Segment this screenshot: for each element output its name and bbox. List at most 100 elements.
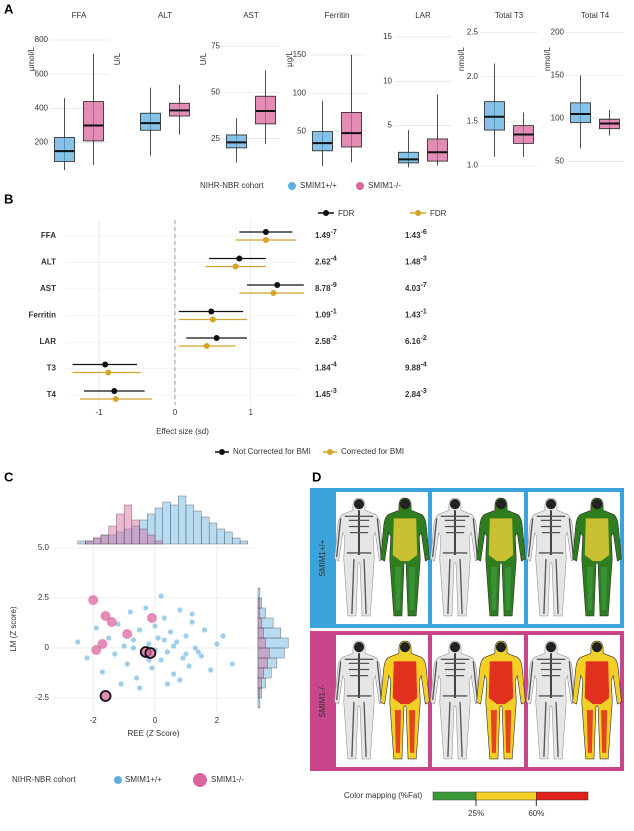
scatter-point bbox=[136, 685, 143, 691]
limb-tone bbox=[394, 567, 416, 610]
scatter-point bbox=[167, 629, 174, 635]
histogram-bar bbox=[224, 531, 233, 545]
head bbox=[495, 642, 507, 653]
plot-area bbox=[480, 28, 538, 170]
scatter-point bbox=[192, 645, 198, 651]
legend-title: NIHR-NBR cohort bbox=[200, 181, 264, 190]
y-axis-label: LM (Z score) bbox=[9, 606, 18, 652]
fdr-mantissa: 1.45 bbox=[315, 390, 331, 399]
y-axis-label: nmol/L bbox=[457, 46, 466, 71]
legend-label: SMIM1+/+ bbox=[300, 181, 337, 190]
y-tick-label: 5 bbox=[388, 121, 393, 130]
colorbar-tick-label: 60% bbox=[528, 809, 544, 818]
fat-core bbox=[584, 661, 610, 705]
body-outline bbox=[430, 497, 480, 617]
body-scan bbox=[430, 497, 480, 617]
fdr-mantissa: 2.58 bbox=[315, 337, 331, 346]
y-tick-label: 15 bbox=[383, 32, 392, 41]
scatter-point bbox=[186, 663, 192, 669]
fdr-value: 1.49-7 bbox=[315, 229, 337, 240]
scatter-point bbox=[93, 625, 99, 631]
histogram-bar bbox=[178, 495, 187, 545]
scatter-point bbox=[171, 671, 177, 677]
x-tick-label: 0 bbox=[153, 716, 158, 725]
effect-point bbox=[213, 335, 220, 341]
plot-title: Ferritin bbox=[325, 11, 350, 20]
scatter-point bbox=[99, 690, 112, 702]
category-label: T4 bbox=[47, 390, 57, 399]
fdr-mantissa: 1.43 bbox=[405, 311, 421, 320]
legend-swatch bbox=[288, 182, 296, 190]
scatter-point bbox=[88, 595, 99, 605]
limb-tone bbox=[394, 710, 416, 753]
fdr-value: 2.84-3 bbox=[405, 388, 427, 399]
y-axis-label: µmol/L bbox=[27, 46, 36, 71]
effect-point bbox=[274, 282, 281, 288]
fdr-mantissa: 1.43 bbox=[405, 231, 421, 240]
box bbox=[83, 101, 104, 142]
y-tick-label: 50 bbox=[555, 157, 564, 166]
scatter-point bbox=[144, 647, 157, 659]
fdr-value: 1.09-1 bbox=[315, 308, 337, 319]
scatter-point bbox=[106, 617, 117, 627]
fdr-exponent: -3 bbox=[421, 388, 427, 395]
fdr-value: 2.62-4 bbox=[315, 255, 337, 266]
histogram-bar bbox=[185, 504, 194, 545]
bones bbox=[335, 658, 383, 757]
fdr-mantissa: 4.03 bbox=[405, 284, 421, 293]
scatter-point bbox=[214, 641, 220, 647]
body-scan bbox=[476, 497, 526, 617]
scatter-point bbox=[161, 637, 167, 643]
effect-point bbox=[111, 388, 118, 394]
effect-point bbox=[236, 255, 243, 262]
plot-title: LAR bbox=[415, 11, 431, 20]
histogram-bar bbox=[257, 627, 264, 639]
histogram-bar bbox=[147, 534, 156, 545]
scatter-point bbox=[171, 643, 177, 649]
y-tick-label: 1.0 bbox=[467, 161, 479, 170]
histogram-bar bbox=[208, 522, 218, 545]
panel-label: B bbox=[4, 191, 13, 206]
y-tick-label: 10 bbox=[383, 76, 392, 85]
box bbox=[312, 131, 333, 152]
scatter-point bbox=[146, 641, 152, 647]
bones bbox=[431, 658, 479, 757]
histogram-bar bbox=[257, 617, 262, 629]
skull bbox=[449, 499, 461, 510]
x-tick-label: 1 bbox=[248, 408, 253, 417]
effect-point bbox=[262, 229, 269, 235]
histogram-bar bbox=[170, 504, 179, 545]
y-axis-label: U/L bbox=[199, 52, 208, 65]
fdr-value: 6.16-2 bbox=[405, 335, 427, 346]
scatter-point bbox=[229, 661, 235, 667]
body-scan bbox=[380, 497, 430, 617]
body-scan bbox=[334, 497, 384, 617]
plot-title: FFA bbox=[72, 11, 87, 20]
scatter-point bbox=[146, 613, 157, 623]
scatter-point bbox=[130, 637, 136, 643]
body-outline bbox=[526, 497, 576, 617]
fdr-value: 1.43-1 bbox=[405, 308, 427, 319]
x-axis-label: REE (Z Score) bbox=[127, 729, 179, 738]
plot-area bbox=[566, 28, 624, 170]
scatter-point bbox=[97, 639, 108, 649]
legend-label: Not Corrected for BMI bbox=[233, 447, 311, 456]
fdr-mantissa: 2.62 bbox=[315, 258, 331, 267]
plot-title: ALT bbox=[158, 11, 172, 20]
colorbar-segment bbox=[432, 791, 477, 801]
y-tick-label: 100 bbox=[551, 113, 565, 122]
scatter-point bbox=[201, 627, 208, 633]
scatter-point bbox=[152, 623, 158, 629]
body-scan bbox=[526, 497, 576, 617]
box bbox=[140, 112, 161, 131]
head bbox=[591, 642, 603, 653]
fdr-exponent: -9 bbox=[331, 282, 337, 289]
histogram-bar bbox=[201, 516, 210, 545]
scatter-point bbox=[122, 629, 133, 639]
histogram-bar bbox=[100, 534, 109, 545]
fdr-value: 1.43-6 bbox=[405, 229, 427, 240]
category-label: T3 bbox=[47, 364, 57, 373]
limb-tone bbox=[586, 567, 608, 610]
scatter-point bbox=[183, 633, 189, 639]
